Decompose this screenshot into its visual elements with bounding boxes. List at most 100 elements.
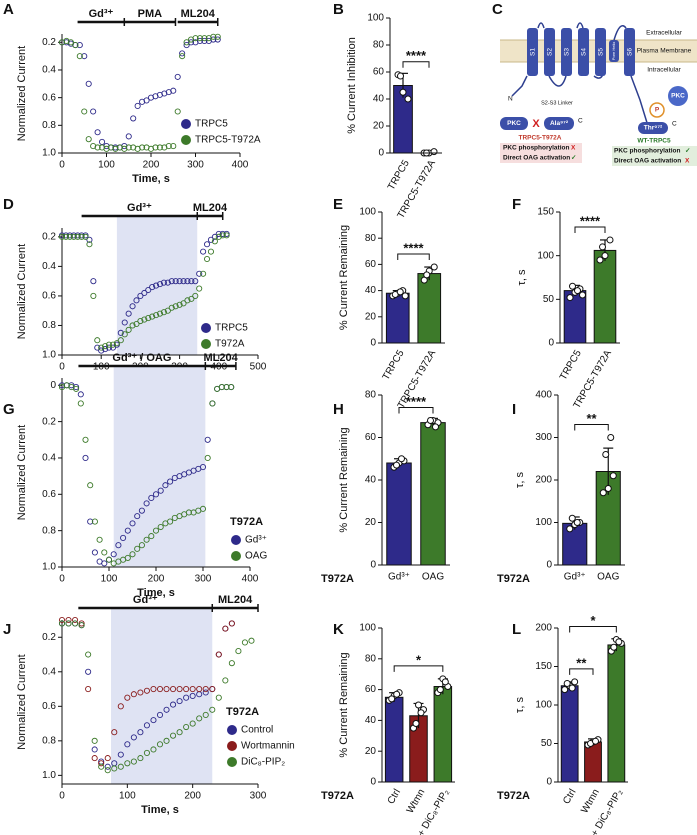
x-tick-label: Gd³⁺: [564, 572, 586, 583]
data-point: [94, 337, 101, 344]
panel-letter: B: [333, 1, 344, 18]
data-point: [170, 686, 177, 693]
x-tick-label: 100: [101, 574, 118, 585]
data-point: [148, 494, 155, 501]
data-point: [115, 542, 122, 549]
data-point: [87, 482, 94, 489]
data-point: [145, 315, 152, 322]
bar: [386, 462, 412, 566]
data-point: [77, 400, 84, 407]
bar: [560, 685, 579, 783]
data-point: [109, 341, 117, 348]
panel-letter: L: [512, 621, 521, 638]
data-point: [130, 758, 137, 765]
data-point: [86, 236, 93, 243]
x-axis-label: Time, s: [132, 173, 170, 185]
y-tick-label: 100: [535, 700, 552, 711]
helix: [527, 28, 538, 76]
data-point: [202, 686, 209, 693]
y-tick-label: 0.4: [42, 666, 56, 677]
y-tick-label: 60: [365, 432, 377, 443]
y-tick-label: 0.2: [42, 232, 56, 243]
data-point: [196, 686, 203, 693]
data-point: [167, 478, 174, 485]
data-point: [143, 749, 150, 756]
significance-bracket: [393, 665, 444, 672]
data-point: [86, 241, 93, 248]
data-point: [599, 489, 607, 497]
data-point: [78, 620, 85, 627]
region-label: Plasma Membrane: [637, 48, 692, 55]
data-point: [87, 518, 94, 525]
data-point: [396, 288, 404, 296]
x-tick-label: Ctrl: [561, 787, 578, 806]
data-point: [129, 520, 136, 527]
data-point: [78, 233, 85, 240]
phospho: [649, 102, 665, 118]
significance-label: ****: [580, 213, 601, 228]
x-tick-label: 0: [59, 791, 65, 802]
data-point: [568, 514, 576, 522]
data-point: [430, 263, 438, 271]
data-point: [62, 233, 69, 240]
period-label: ML204: [218, 594, 253, 606]
data-point: [70, 233, 77, 240]
data-point: [149, 284, 156, 291]
data-point: [139, 144, 146, 151]
data-point: [110, 551, 117, 558]
data-point: [199, 463, 207, 471]
data-point: [121, 319, 128, 326]
data-point: [134, 513, 141, 520]
legend-label: Gd³⁺: [245, 535, 267, 546]
terminus: C: [578, 118, 583, 125]
data-point: [398, 455, 405, 463]
data-point: [105, 341, 113, 348]
data-point: [176, 698, 183, 705]
data-point: [130, 115, 137, 122]
x-tick-label: Wtmn: [405, 787, 428, 815]
period-label: Gd³⁺ / OAG: [112, 352, 171, 364]
legend-label: DiC₈-PIP₂: [241, 757, 285, 768]
data-point: [117, 763, 124, 770]
y-tick-label: 20: [365, 311, 377, 322]
data-point: [141, 316, 148, 323]
shaded-period: [113, 366, 206, 567]
data-point: [160, 309, 167, 316]
y-tick-label: 1.0: [42, 350, 56, 361]
data-point: [124, 694, 131, 701]
legend-label: OAG: [245, 551, 267, 562]
y-tick-label: 0.8: [42, 735, 56, 746]
row-label: PKC phosphorylation: [614, 148, 680, 155]
data-point: [164, 279, 171, 286]
y-axis-label: % Current Remaining: [338, 652, 350, 757]
period-label: Gd³⁺: [89, 8, 114, 20]
y-tick-label: 100: [367, 13, 384, 24]
bar: [433, 686, 453, 783]
helix: [561, 28, 572, 76]
legend-swatch: [201, 323, 211, 333]
data-point: [143, 687, 150, 694]
kinase: [668, 86, 688, 106]
data-point: [73, 385, 80, 392]
data-point: [98, 344, 105, 351]
x-tick-label: 500: [250, 362, 267, 373]
y-tick-label: 0: [546, 560, 552, 571]
data-point: [207, 248, 215, 255]
x-tick-label: 0: [59, 574, 65, 585]
y-tick-label: 60: [365, 259, 377, 270]
data-point: [91, 746, 98, 753]
y-tick-label: 40: [365, 285, 377, 296]
data-point: [72, 616, 79, 624]
data-point: [153, 312, 160, 319]
x-tick-label: Ctrl: [386, 787, 403, 806]
x-tick-label: 400: [232, 160, 249, 171]
data-point: [223, 384, 230, 391]
x-tick-label: 400: [242, 574, 259, 585]
data-point: [176, 301, 183, 308]
y-tick-label: 0: [378, 148, 384, 159]
data-point: [94, 129, 101, 136]
data-point: [130, 691, 137, 698]
y-tick-label: 0.6: [42, 291, 56, 302]
data-point: [133, 297, 140, 304]
